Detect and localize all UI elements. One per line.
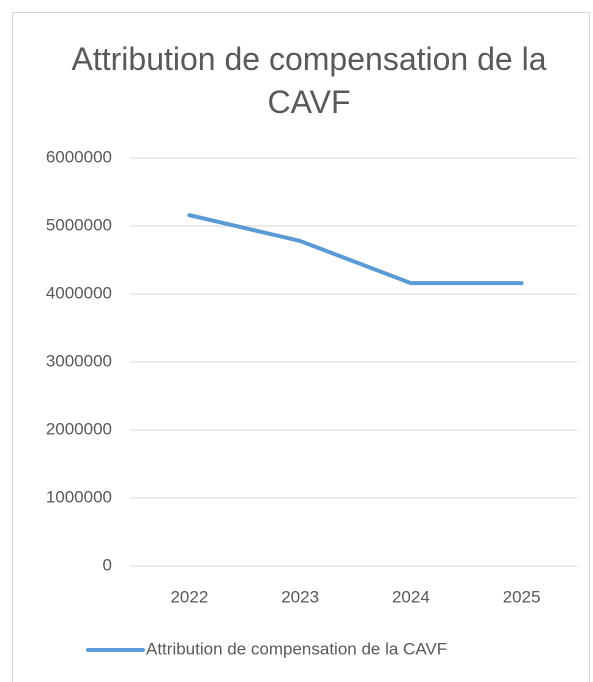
y-tick-label: 1000000	[46, 487, 112, 506]
y-tick-label: 5000000	[46, 215, 112, 234]
chart-title: Attribution de compensation de la CAVF	[71, 41, 547, 120]
legend-label: Attribution de compensation de la CAVF	[146, 639, 447, 658]
y-tick-label: 3000000	[46, 351, 112, 370]
x-tick-label: 2025	[503, 587, 541, 606]
x-tick-label: 2024	[392, 587, 430, 606]
chart-frame	[12, 12, 590, 682]
x-tick-label: 2023	[281, 587, 319, 606]
x-tick-label: 2022	[170, 587, 208, 606]
y-tick-label: 2000000	[46, 419, 112, 438]
y-tick-label: 6000000	[46, 147, 112, 166]
y-tick-label: 0	[103, 555, 112, 574]
y-tick-label: 4000000	[46, 283, 112, 302]
line-series	[187, 213, 524, 286]
